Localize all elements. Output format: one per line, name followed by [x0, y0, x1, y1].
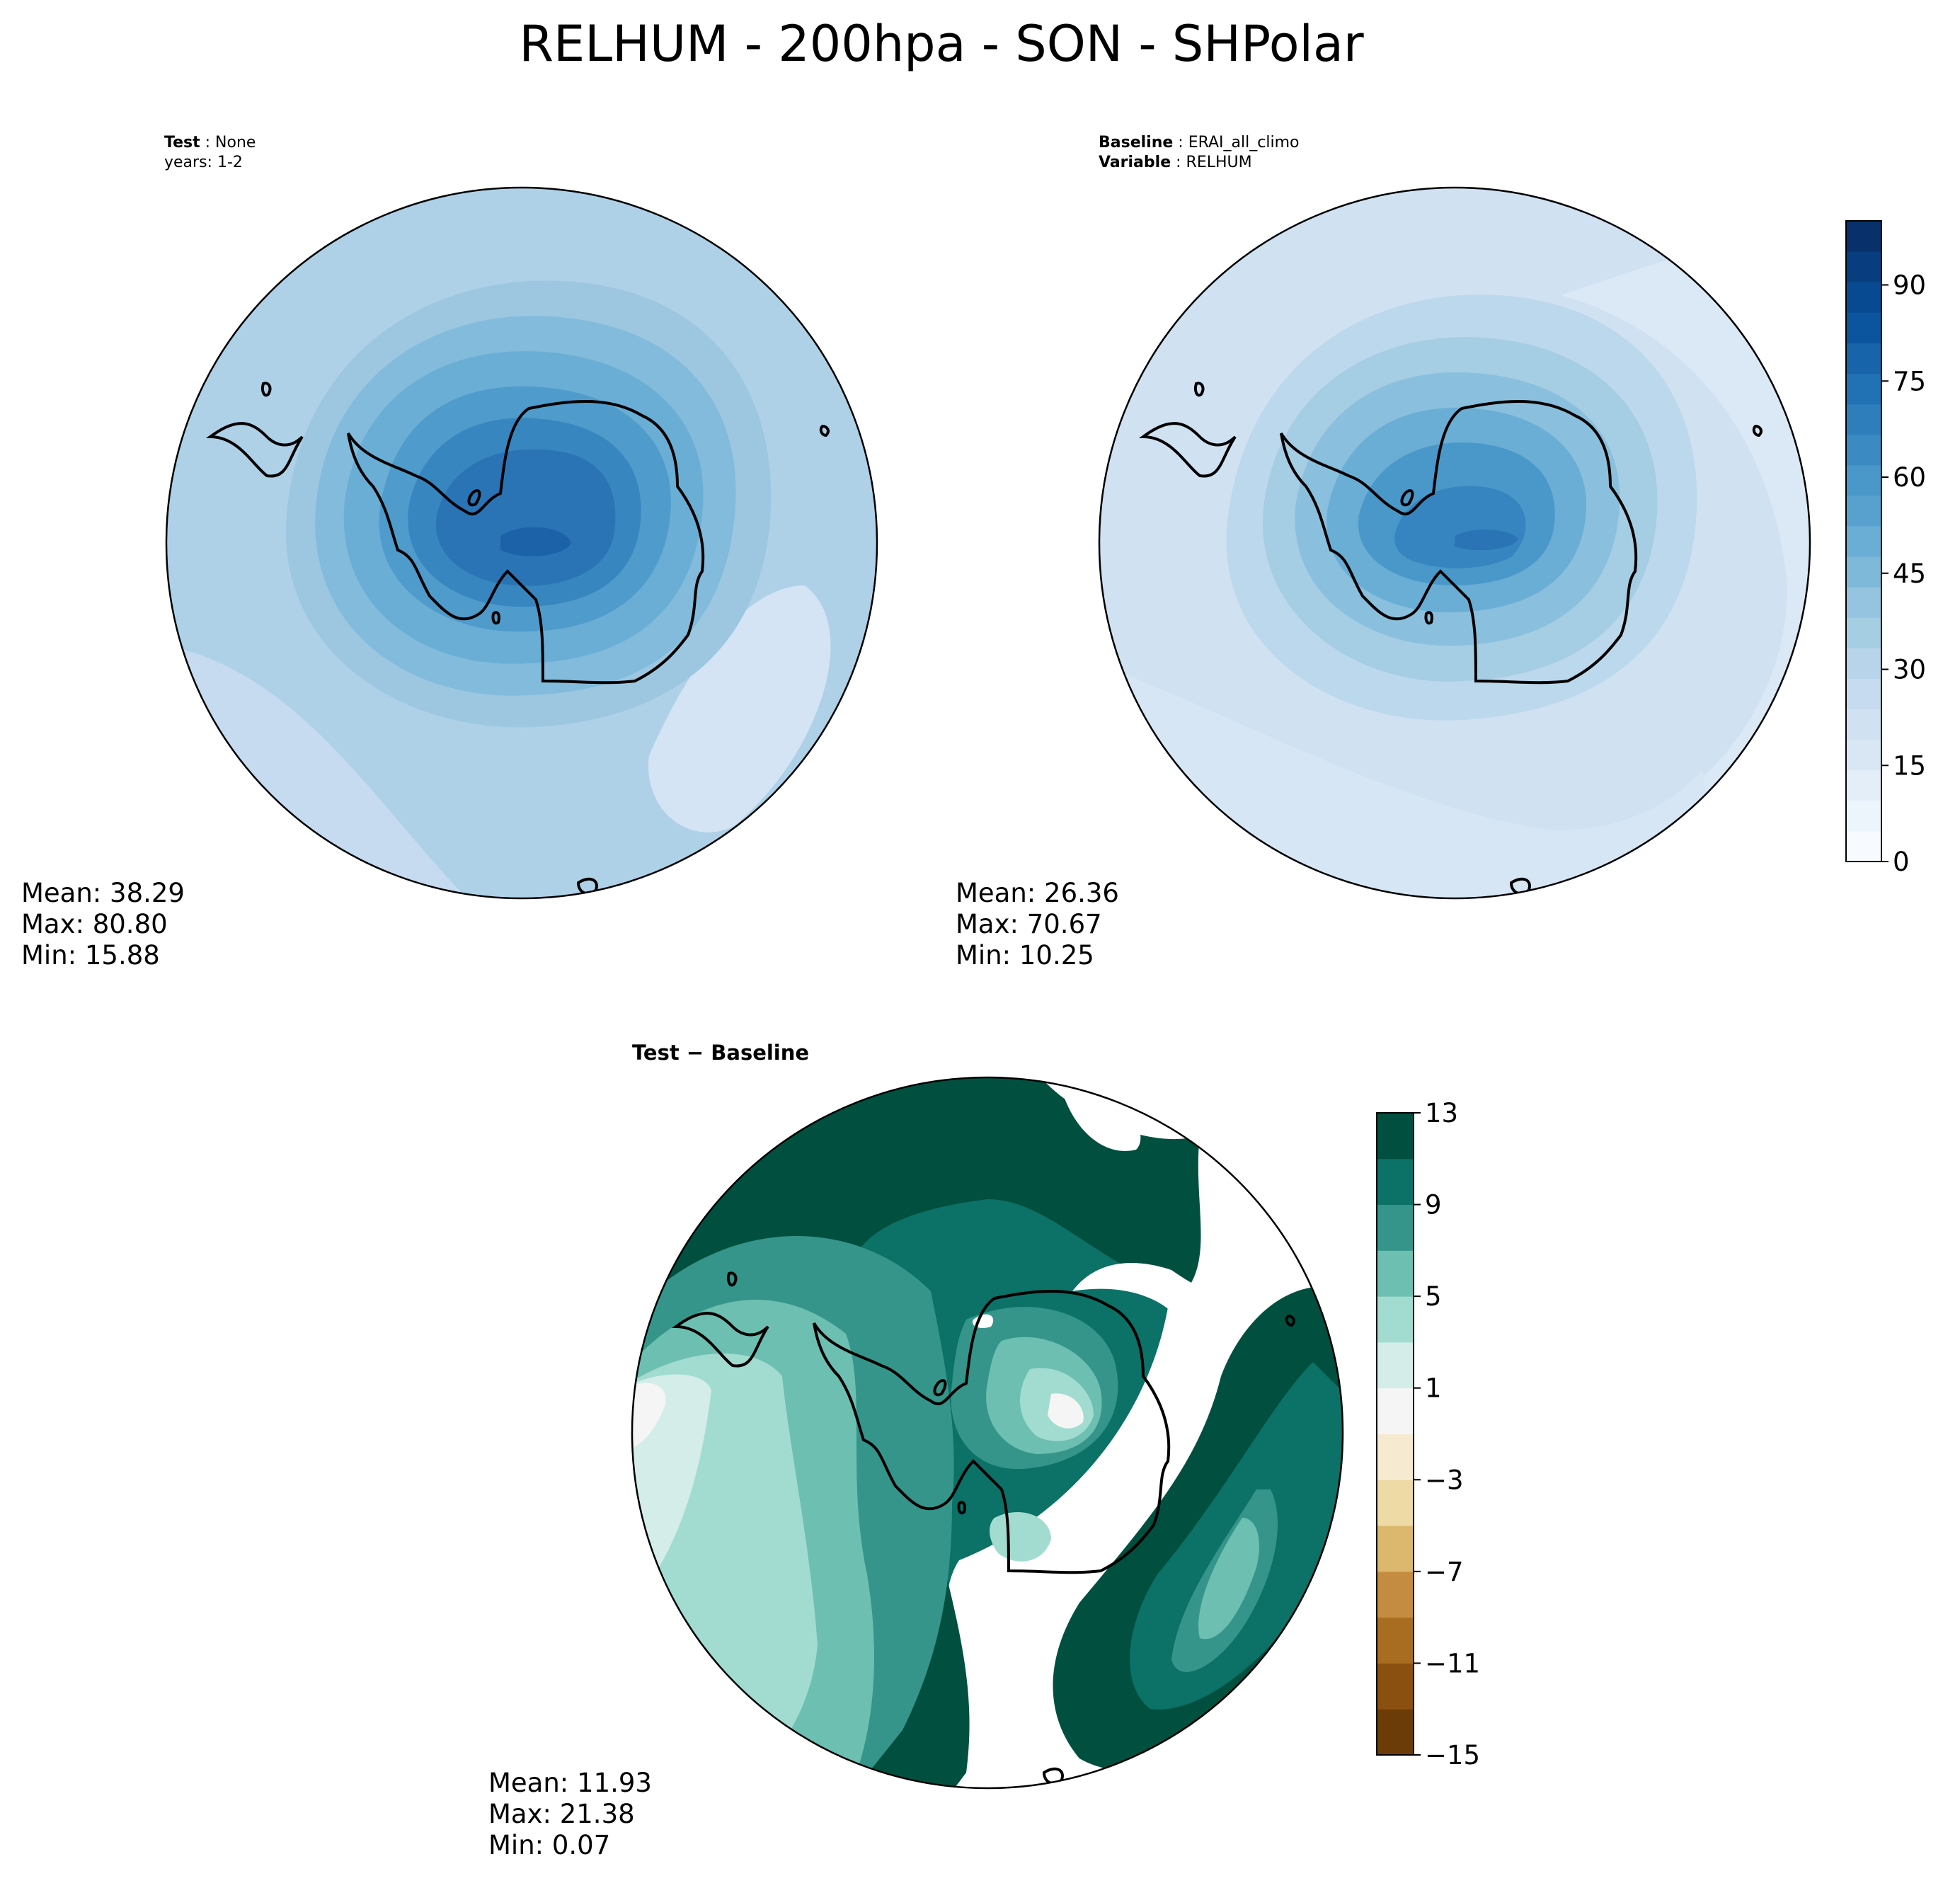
colorbar-diff-swatch: [1377, 1296, 1414, 1343]
colorbar-main-tick-label: 0: [1893, 847, 1910, 877]
colorbar-diff-swatch: [1377, 1526, 1414, 1572]
colorbar-main-frame: [1845, 220, 1882, 862]
colorbar-diff-swatch: [1377, 1709, 1414, 1756]
colorbar-main: 0 15 30 45 60 75 90: [1845, 220, 1926, 877]
diff-map-border: [631, 1076, 1344, 1790]
colorbar-diff-swatch: [1377, 1434, 1414, 1480]
baseline-meta-line2: Variable : RELHUM: [1099, 154, 1252, 171]
colorbar-diff-tick-label: −11: [1425, 1648, 1480, 1678]
colorbar-main-swatch: [1846, 343, 1881, 374]
colorbar-main-tick-label: 15: [1893, 750, 1926, 781]
colorbar-main-swatches: [1846, 221, 1881, 862]
colorbar-main-swatch: [1846, 312, 1881, 343]
colorbar-diff-tick-label: −15: [1425, 1740, 1480, 1770]
test-map-border: [165, 186, 878, 900]
panel-test: Test : None years: 1-2 Mean: 38.29 Max: …: [21, 134, 878, 971]
baseline-min: Min: 10.25: [956, 940, 1094, 971]
baseline-map-border: [1098, 186, 1811, 900]
colorbar-main-swatch: [1846, 648, 1881, 679]
colorbar-main-swatch: [1846, 678, 1881, 710]
colorbar-diff: −15 −11 −7 −3 1 5 9 13: [1376, 1098, 1480, 1770]
colorbar-main-swatch: [1846, 464, 1881, 496]
colorbar-diff-tick-label: −7: [1425, 1557, 1464, 1587]
colorbar-diff-tick-label: −3: [1425, 1465, 1464, 1495]
diff-min: Min: 0.07: [488, 1830, 610, 1860]
colorbar-main-swatch: [1846, 617, 1881, 648]
panel-diff: Test − Baseline: [488, 1041, 1344, 1860]
colorbar-main-swatch: [1846, 800, 1881, 832]
colorbar-diff-tick-label: 5: [1425, 1281, 1442, 1312]
test-meta-line2: years: 1-2: [164, 154, 243, 171]
colorbar-main-swatch: [1846, 404, 1881, 435]
colorbar-main-swatch: [1846, 251, 1881, 282]
colorbar-diff-swatches: [1377, 1113, 1414, 1756]
colorbar-diff-ticks: −15 −11 −7 −3 1 5 9 13: [1414, 1098, 1480, 1770]
diff-max: Max: 21.38: [488, 1799, 635, 1829]
colorbar-diff-swatch: [1377, 1480, 1414, 1526]
colorbar-diff-swatch: [1377, 1388, 1414, 1434]
test-polar-map: [165, 186, 878, 900]
test-min: Min: 15.88: [21, 940, 160, 971]
colorbar-diff-tick-label: 13: [1425, 1098, 1458, 1128]
test-mean: Mean: 38.29: [21, 878, 185, 908]
colorbar-diff-swatch: [1377, 1571, 1414, 1618]
colorbar-main-swatch: [1846, 221, 1881, 252]
colorbar-main-tick-label: 30: [1893, 655, 1926, 685]
colorbar-main-swatch: [1846, 525, 1881, 557]
colorbar-diff-swatch: [1377, 1204, 1414, 1251]
diff-polar-map: [631, 1076, 1344, 1790]
test-max: Max: 80.80: [21, 909, 168, 939]
colorbar-main-swatch: [1846, 587, 1881, 618]
colorbar-main-swatch: [1846, 495, 1881, 527]
baseline-meta-line1: Baseline : ERAI_all_climo: [1099, 134, 1299, 151]
panel-baseline: Baseline : ERAI_all_climo Variable : REL…: [956, 134, 1811, 971]
colorbar-main-swatch: [1846, 709, 1881, 740]
colorbar-main-tick-label: 75: [1893, 366, 1926, 396]
colorbar-main-swatch: [1846, 739, 1881, 771]
colorbar-main-ticks: 0 15 30 45 60 75 90: [1881, 270, 1926, 877]
colorbar-main-tick-label: 90: [1893, 270, 1926, 301]
colorbar-diff-tick-label: 1: [1425, 1373, 1442, 1404]
colorbar-diff-swatch: [1377, 1341, 1414, 1389]
colorbar-main-swatch: [1846, 556, 1881, 588]
baseline-max: Max: 70.67: [956, 909, 1102, 939]
colorbar-diff-swatch: [1377, 1617, 1414, 1664]
colorbar-main-swatch: [1846, 373, 1881, 405]
colorbar-main-swatch: [1846, 282, 1881, 313]
colorbar-diff-swatch: [1377, 1158, 1414, 1206]
colorbar-diff-swatch: [1377, 1250, 1414, 1297]
colorbar-main-tick-label: 60: [1893, 462, 1926, 493]
baseline-mean: Mean: 26.36: [956, 878, 1119, 908]
colorbar-main-swatch: [1846, 769, 1881, 801]
diff-title: Test − Baseline: [632, 1041, 809, 1065]
colorbar-main-tick-label: 45: [1893, 559, 1926, 589]
diff-mean: Mean: 11.93: [488, 1768, 652, 1798]
colorbar-main-swatch: [1846, 434, 1881, 466]
baseline-polar-map: [1098, 186, 1811, 900]
colorbar-diff-frame: [1376, 1112, 1414, 1756]
colorbar-diff-tick-label: 9: [1425, 1190, 1442, 1220]
colorbar-main-swatch: [1846, 830, 1881, 862]
test-meta-line1: Test : None: [164, 134, 256, 151]
figure-title: RELHUM - 200hpa - SON - SHPolar: [519, 15, 1364, 73]
colorbar-diff-swatch: [1377, 1663, 1414, 1710]
colorbar-diff-swatch: [1377, 1113, 1414, 1160]
